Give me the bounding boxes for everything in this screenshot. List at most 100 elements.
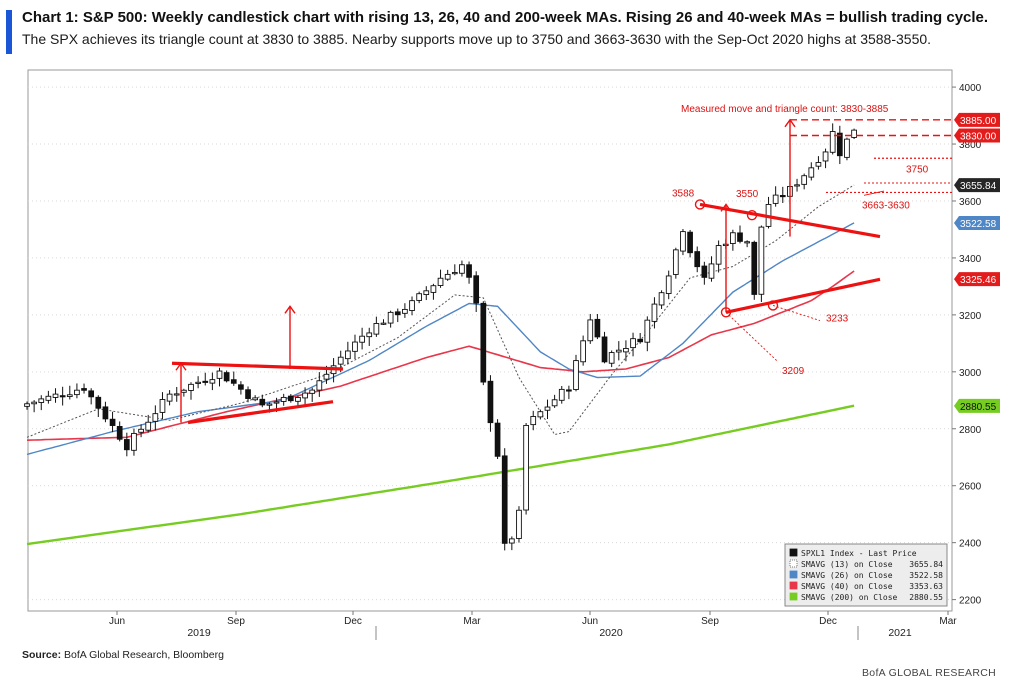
candle-up [573, 360, 579, 390]
candle-down [501, 455, 508, 544]
candle-up [38, 398, 45, 403]
y-tick-label: 2200 [959, 596, 982, 607]
source-label: Source: [22, 649, 62, 661]
price-tag-label: 3325.46 [960, 275, 997, 286]
chart-subtitle: The SPX achieves its triangle count at 3… [22, 31, 932, 47]
price-tag: 2880.55 [954, 398, 1000, 413]
candle-up [159, 399, 166, 413]
candle-up [359, 335, 365, 343]
candle-down [473, 275, 480, 304]
candle-up [252, 397, 259, 401]
candle-up [138, 428, 144, 433]
y-tick-label: 3000 [959, 368, 982, 379]
price-tag: 3830.00 [954, 128, 1000, 143]
price-tag-label: 3885.00 [960, 116, 997, 127]
pivot-marker [720, 307, 732, 318]
annotation-3750: 3750 [906, 164, 929, 175]
candle-up [430, 285, 437, 293]
candle-up [851, 129, 857, 138]
legend-swatch-sma200 [789, 592, 798, 601]
y-tick-label: 2600 [959, 482, 982, 493]
candle-down [694, 251, 701, 268]
candle-down [494, 422, 501, 457]
candle-up [295, 397, 301, 402]
candle-up [309, 389, 316, 394]
candle-up [451, 272, 458, 275]
triangle-2019-upper [171, 361, 344, 371]
candle-down [287, 395, 294, 402]
candle-down [259, 398, 266, 406]
y-tick-label: 2400 [959, 539, 982, 550]
candle-up [188, 383, 194, 391]
candle-up [409, 300, 415, 311]
candle-up [630, 338, 636, 349]
candle-up [680, 231, 686, 252]
candle-up [672, 249, 679, 275]
triangle-2019-lower [187, 400, 334, 425]
price-tag: 3325.46 [954, 272, 1000, 287]
price-tag-bg [954, 398, 1000, 413]
price-tag-bg [954, 272, 1000, 287]
candle-up [31, 401, 37, 405]
candle-down [737, 232, 743, 242]
x-month-label: Mar [939, 616, 957, 627]
candle-up [444, 273, 451, 280]
candle-up [345, 350, 351, 360]
candle-up [74, 389, 80, 396]
candle-down [95, 396, 102, 409]
candle-up [551, 399, 558, 407]
candle-up [280, 396, 287, 402]
source-text: BofA Global Research, Bloomberg [64, 649, 224, 661]
y-tick-label: 3400 [959, 254, 982, 265]
candle-up [216, 370, 223, 379]
legend-swatch-sma40 [789, 581, 798, 590]
x-year-label: 2019 [187, 627, 211, 639]
annotation-measured-move: Measured move and triangle count: 3830-3… [681, 104, 889, 115]
price-tag-label: 3522.58 [960, 219, 997, 230]
candle-up [323, 373, 330, 380]
candle-up [387, 311, 394, 324]
candle-down [687, 231, 693, 254]
legend-label-sma40: SMAVG (40) on Close [801, 582, 893, 591]
annotation-3663-3630: 3663-3630 [862, 200, 910, 211]
arrow-2020-base-head [720, 203, 732, 212]
chart-title: Chart 1: S&P 500: Weekly candlestick cha… [22, 9, 989, 26]
candle-up [658, 292, 665, 306]
candle-up [266, 403, 273, 406]
candle-down [238, 384, 244, 390]
x-month-label: Sep [701, 616, 719, 627]
candle-up [730, 232, 736, 244]
candle-up [772, 194, 779, 204]
candle-up [623, 348, 629, 353]
price-tag-bg [954, 216, 1000, 231]
legend-value-sma200: 2880.55 [909, 593, 943, 602]
candle-up [459, 264, 465, 274]
candle-up [508, 538, 515, 544]
annotation-3588: 3588 [672, 188, 695, 199]
price-tag-bg [954, 178, 1000, 193]
candle-down [394, 311, 401, 316]
legend-value-sma13: 3655.84 [909, 560, 943, 569]
candle-up [815, 162, 822, 167]
candle-up [615, 349, 622, 353]
price-tag: 3522.58 [954, 216, 1000, 231]
x-month-label: Jun [582, 616, 598, 627]
brand-footer: BofA GLOBAL RESEARCH [862, 667, 996, 679]
candle-up [587, 319, 594, 342]
leader-3233 [772, 305, 821, 321]
candle-down [116, 426, 123, 440]
candle-up [402, 308, 408, 314]
candle-down [59, 395, 66, 398]
triangle-2020-lower [725, 277, 881, 314]
candle-up [708, 263, 715, 279]
pivot-marker [746, 210, 758, 221]
candle-up [758, 226, 765, 295]
candle-up [744, 241, 750, 244]
candle-up [523, 424, 529, 511]
y-tick-label: 4000 [959, 83, 982, 94]
candle-up [273, 401, 280, 404]
candle-down [594, 318, 601, 338]
candle-up [152, 413, 159, 422]
candle-up [580, 340, 586, 363]
candle-down [81, 388, 87, 391]
